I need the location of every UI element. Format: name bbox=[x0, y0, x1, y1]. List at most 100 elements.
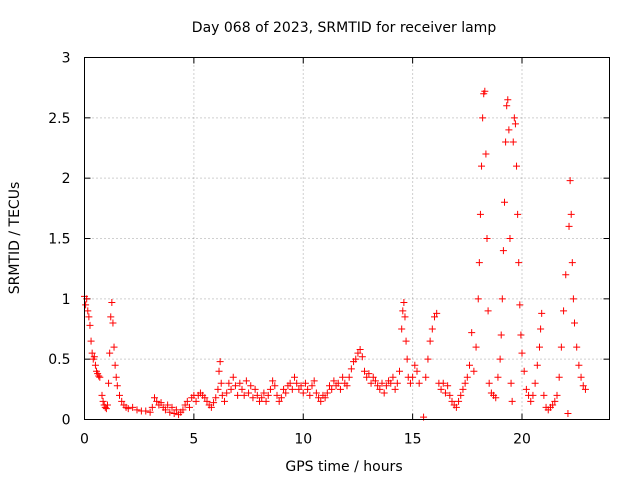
data-point bbox=[531, 379, 539, 387]
grid-lines bbox=[84, 57, 610, 420]
data-point bbox=[201, 394, 209, 402]
data-point bbox=[503, 102, 511, 110]
data-point bbox=[501, 198, 508, 206]
data-point bbox=[293, 379, 301, 387]
data-point bbox=[118, 397, 126, 405]
data-point bbox=[508, 397, 516, 405]
data-point bbox=[236, 379, 244, 387]
data-point bbox=[522, 385, 530, 393]
data-point bbox=[518, 349, 526, 357]
data-point bbox=[479, 114, 487, 122]
data-point bbox=[428, 325, 436, 333]
data-point bbox=[308, 382, 316, 390]
data-point bbox=[459, 385, 467, 393]
data-point bbox=[562, 271, 570, 279]
data-point bbox=[569, 295, 577, 303]
data-point bbox=[301, 379, 309, 387]
y-tick-label: 2 bbox=[62, 171, 71, 187]
data-point bbox=[82, 301, 90, 309]
data-point bbox=[431, 313, 438, 321]
data-point bbox=[326, 382, 333, 390]
data-point bbox=[90, 353, 98, 361]
data-point bbox=[315, 394, 323, 402]
data-point bbox=[509, 138, 517, 146]
data-point bbox=[280, 385, 288, 393]
data-point bbox=[371, 377, 379, 385]
data-point bbox=[498, 295, 506, 303]
data-point bbox=[439, 379, 447, 387]
data-point bbox=[400, 298, 408, 306]
data-point bbox=[506, 235, 514, 242]
data-point bbox=[264, 391, 272, 399]
data-point bbox=[299, 389, 307, 397]
data-point bbox=[387, 379, 395, 387]
data-point bbox=[398, 325, 406, 333]
data-point bbox=[179, 406, 187, 414]
data-point bbox=[98, 391, 106, 399]
data-point bbox=[108, 298, 116, 306]
data-point bbox=[568, 259, 576, 267]
data-point bbox=[256, 397, 263, 405]
data-point bbox=[328, 385, 336, 393]
data-point bbox=[514, 210, 522, 218]
data-point bbox=[354, 349, 362, 357]
data-point bbox=[91, 361, 99, 369]
data-point bbox=[192, 397, 200, 405]
data-point bbox=[330, 377, 338, 385]
data-point bbox=[347, 365, 355, 373]
data-point bbox=[181, 401, 189, 409]
data-point bbox=[88, 349, 96, 357]
data-point bbox=[470, 367, 478, 375]
data-point bbox=[520, 367, 528, 375]
data-point bbox=[393, 379, 401, 387]
data-point bbox=[262, 397, 270, 405]
data-point bbox=[245, 389, 253, 397]
data-point bbox=[516, 301, 524, 309]
data-points bbox=[81, 87, 589, 421]
data-point bbox=[485, 379, 493, 387]
data-point bbox=[557, 343, 565, 351]
data-point bbox=[402, 337, 410, 345]
data-point bbox=[339, 373, 347, 381]
data-point bbox=[317, 397, 325, 405]
data-point bbox=[345, 373, 353, 381]
data-point bbox=[124, 405, 132, 413]
y-tick-label: 1.5 bbox=[48, 232, 70, 248]
x-tick-label: 5 bbox=[189, 432, 198, 448]
data-point bbox=[312, 389, 320, 397]
data-point bbox=[277, 394, 285, 402]
data-point bbox=[105, 379, 113, 387]
data-point bbox=[269, 377, 277, 385]
data-point bbox=[286, 379, 294, 387]
data-point bbox=[214, 385, 222, 393]
data-point bbox=[527, 397, 535, 405]
data-point bbox=[504, 96, 512, 104]
data-point bbox=[463, 373, 471, 381]
data-point bbox=[356, 346, 364, 354]
data-point bbox=[166, 408, 174, 416]
data-point bbox=[391, 385, 399, 393]
data-point bbox=[499, 247, 507, 255]
data-point bbox=[247, 382, 255, 390]
data-point bbox=[483, 235, 491, 242]
tick-labels: 0 5 10 15 20 0 0.5 1 1.5 2 2.5 3 bbox=[48, 51, 531, 448]
data-point bbox=[494, 373, 502, 381]
data-point bbox=[437, 385, 445, 393]
data-point bbox=[551, 397, 559, 405]
data-point bbox=[218, 391, 226, 399]
x-tick-label: 20 bbox=[513, 432, 531, 448]
data-point bbox=[406, 379, 414, 387]
data-point bbox=[133, 406, 141, 414]
data-point bbox=[215, 367, 223, 375]
y-tick-label: 0 bbox=[62, 413, 71, 429]
data-point bbox=[538, 309, 546, 317]
data-point bbox=[401, 313, 409, 321]
data-point bbox=[413, 367, 421, 375]
data-point bbox=[297, 382, 305, 390]
data-point bbox=[258, 394, 266, 402]
plot-frame bbox=[84, 57, 610, 420]
data-point bbox=[567, 210, 575, 218]
data-point bbox=[515, 259, 523, 267]
data-point bbox=[112, 373, 120, 381]
